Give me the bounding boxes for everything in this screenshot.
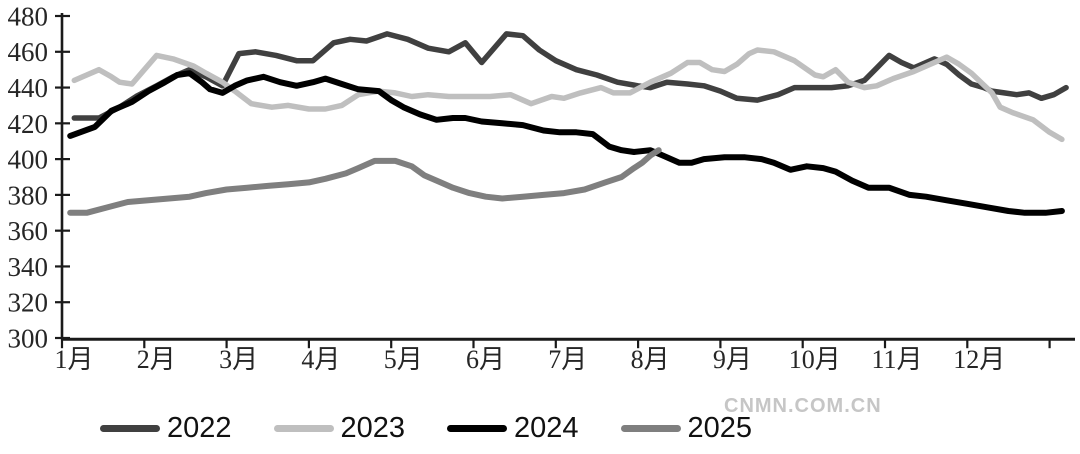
watermark-text: CNMN.COM.CN: [724, 395, 882, 417]
y-tick-label: 480: [8, 1, 49, 31]
y-tick-label: 400: [8, 145, 49, 175]
x-tick-label-month: 10月: [789, 345, 841, 374]
y-tick-label: 460: [8, 37, 49, 67]
x-tick-label-month: 11月: [871, 345, 922, 374]
series-line-2025: [67, 147, 662, 216]
y-tick-label: 380: [8, 180, 49, 210]
x-tick-label-month: 1月: [54, 345, 93, 374]
x-tick-label-month: 8月: [631, 345, 670, 374]
x-tick-label-month: 3月: [219, 345, 258, 374]
legend-item-2025: 2025: [620, 412, 753, 444]
x-tick-label-month: 4月: [301, 345, 340, 374]
legend-swatch-2023: [273, 425, 334, 432]
y-tick-label: 360: [8, 216, 49, 246]
legend-label-2023: 2023: [340, 412, 406, 444]
series-line-2024: [67, 70, 1065, 216]
legend-swatch-2024: [447, 425, 508, 432]
series-line-2023: [71, 47, 1065, 143]
legend-item-2023: 2023: [273, 412, 406, 444]
legend-label-2022: 2022: [167, 412, 232, 444]
x-tick-label-month: 2月: [137, 345, 176, 374]
x-tick-label-month: 7月: [548, 345, 587, 374]
legend-item-2022: 2022: [100, 414, 232, 443]
y-tick-label: 320: [8, 288, 49, 318]
series-line-2022: [71, 31, 1069, 121]
x-tick-label-month: 9月: [713, 345, 752, 374]
legend-label-2025: 2025: [687, 412, 753, 444]
legend-item-2024: 2024: [447, 414, 579, 443]
x-tick-label-month: 5月: [384, 345, 423, 374]
x-tick-label-month: 12月: [953, 345, 1005, 374]
y-tick-label: 420: [8, 109, 49, 139]
chart-legend: 2022 2023 2024 2025: [100, 414, 752, 443]
y-tick-label: 340: [8, 252, 49, 282]
legend-swatch-2022: [100, 425, 160, 432]
legend-label-2024: 2024: [514, 412, 579, 444]
y-tick-label: 440: [8, 73, 49, 103]
legend-swatch-2025: [620, 425, 681, 432]
y-tick-label: 300: [8, 323, 49, 353]
x-tick-label-month: 6月: [466, 345, 505, 374]
